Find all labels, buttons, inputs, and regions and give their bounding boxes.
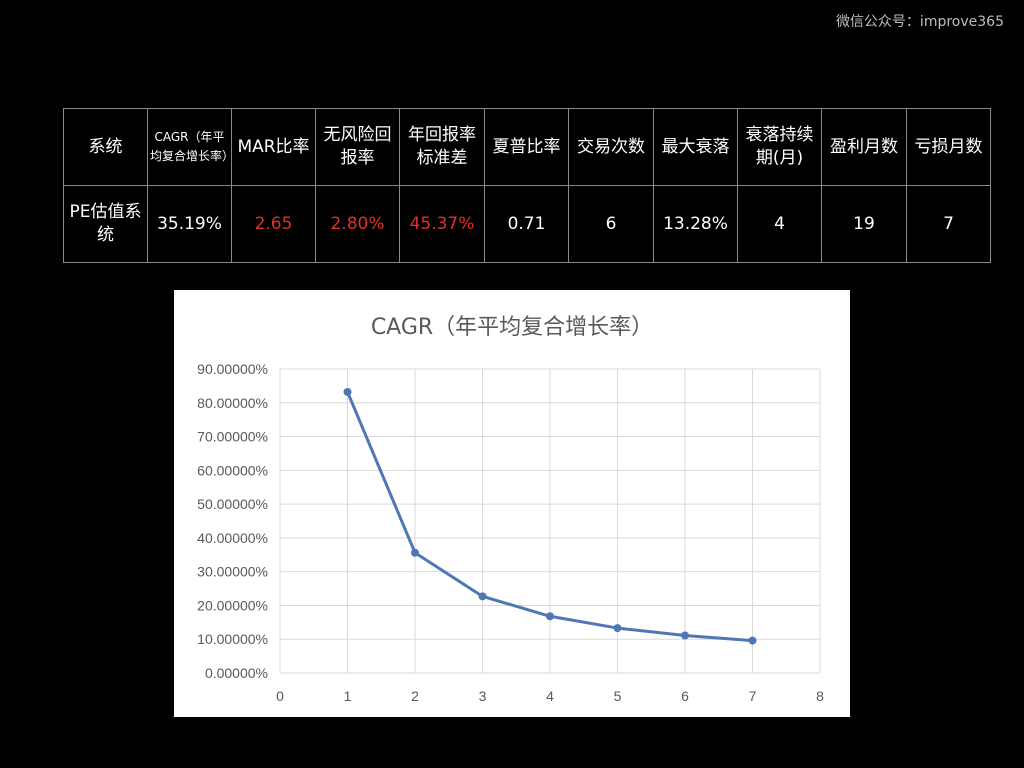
header-cell: 衰落持续期(月) bbox=[737, 108, 822, 186]
table-cell: 0.71 bbox=[484, 185, 569, 263]
x-tick-label: 1 bbox=[344, 688, 352, 704]
chart-title: CAGR（年平均复合增长率） bbox=[371, 315, 653, 340]
chart-grid bbox=[279, 368, 821, 674]
y-tick-label: 0.00000% bbox=[205, 665, 268, 681]
y-tick-label: 60.00000% bbox=[197, 462, 268, 478]
data-point bbox=[681, 631, 689, 640]
table-header-row: 系统 CAGR（年平均复合增长率） MAR比率 无风险回报率 年回报率标准差 夏… bbox=[63, 108, 991, 186]
y-tick-label: 70.00000% bbox=[197, 429, 268, 445]
x-axis-ticks: 0 1 2 3 4 5 6 7 8 bbox=[276, 688, 824, 704]
y-tick-label: 90.00000% bbox=[197, 361, 268, 377]
data-point bbox=[343, 387, 352, 396]
table-cell: 2.65 bbox=[231, 185, 316, 263]
x-tick-label: 5 bbox=[614, 688, 622, 704]
header-cell: 亏损月数 bbox=[906, 108, 991, 186]
data-point bbox=[546, 612, 554, 621]
table-cell: PE估值系统 bbox=[63, 185, 148, 263]
watermark-text: 微信公众号：improve365 bbox=[835, 14, 1004, 30]
table-cell: 13.28% bbox=[653, 185, 738, 263]
table-cell: 45.37% bbox=[399, 185, 485, 263]
y-tick-label: 30.00000% bbox=[197, 564, 268, 580]
x-tick-label: 2 bbox=[411, 688, 419, 704]
data-point bbox=[748, 636, 757, 645]
y-tick-label: 20.00000% bbox=[197, 597, 268, 613]
x-tick-label: 7 bbox=[749, 688, 757, 704]
cagr-chart: CAGR（年平均复合增长率） 0.00000% 10.00000% 20.00000… bbox=[174, 290, 850, 717]
x-tick-label: 6 bbox=[681, 688, 689, 704]
header-cell: 交易次数 bbox=[568, 108, 654, 186]
table-cell: 4 bbox=[737, 185, 822, 263]
header-cell: 系统 bbox=[63, 108, 148, 186]
data-point bbox=[411, 548, 419, 557]
y-tick-label: 10.00000% bbox=[197, 631, 268, 647]
x-tick-label: 4 bbox=[546, 688, 554, 704]
y-tick-label: 50.00000% bbox=[197, 496, 268, 512]
header-cell: 无风险回报率 bbox=[315, 108, 400, 186]
header-cell: 最大衰落 bbox=[653, 108, 738, 186]
x-tick-label: 0 bbox=[276, 688, 284, 704]
x-tick-label: 8 bbox=[816, 688, 824, 704]
x-tick-label: 3 bbox=[479, 688, 487, 704]
header-cell: CAGR（年平均复合增长率） bbox=[147, 108, 234, 186]
table-cell: 7 bbox=[906, 185, 991, 263]
y-tick-label: 40.00000% bbox=[197, 530, 268, 546]
header-cell: 盈利月数 bbox=[821, 108, 907, 186]
table-cell: 35.19% bbox=[147, 185, 232, 263]
data-point bbox=[613, 624, 622, 633]
header-cell: MAR比率 bbox=[231, 108, 316, 186]
chart-series bbox=[343, 387, 757, 645]
data-point bbox=[478, 592, 487, 601]
table-row: PE估值系统 35.19% 2.65 2.80% 45.37% 0.71 6 1… bbox=[63, 185, 991, 263]
table-cell: 19 bbox=[821, 185, 907, 263]
table-cell: 6 bbox=[568, 185, 654, 263]
header-cell: 夏普比率 bbox=[484, 108, 569, 186]
y-axis-ticks: 0.00000% 10.00000% 20.00000% 30.00000% 40.00… bbox=[197, 361, 268, 681]
table-cell: 2.80% bbox=[315, 185, 400, 263]
header-cell: 年回报率标准差 bbox=[399, 108, 485, 186]
chart-canvas: CAGR（年平均复合增长率） 0.00000%10.00000%20.00000… bbox=[197, 315, 824, 704]
stats-table: 系统 CAGR（年平均复合增长率） MAR比率 无风险回报率 年回报率标准差 夏… bbox=[63, 108, 991, 263]
y-tick-label: 80.00000% bbox=[197, 395, 268, 411]
